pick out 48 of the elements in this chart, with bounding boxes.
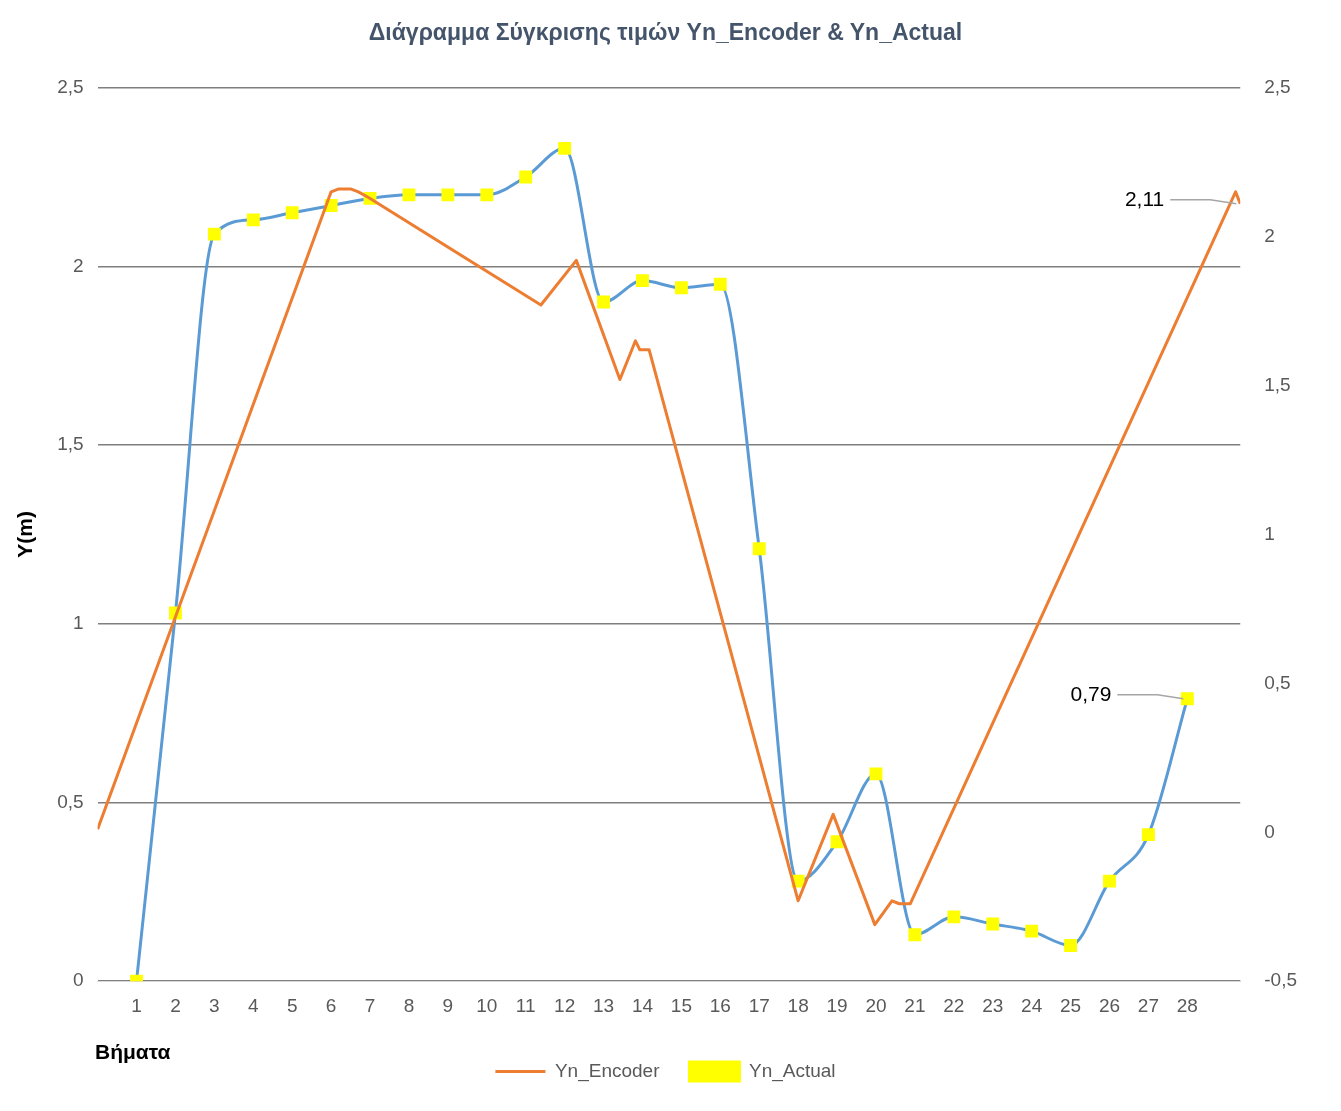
x-tick-label: 2	[170, 994, 181, 1016]
x-tick-label: 27	[1137, 994, 1159, 1016]
legend-label: Yn_Encoder	[554, 1059, 661, 1082]
x-tick-label: 18	[787, 994, 809, 1016]
x-tick-label: 12	[554, 994, 576, 1016]
y2-tick-label: 0,5	[1264, 671, 1291, 693]
x-tick-label: 8	[403, 994, 415, 1016]
x-tick-label: 22	[943, 994, 965, 1016]
y-tick-label: 2,5	[57, 75, 84, 97]
x-tick-label: 9	[442, 994, 454, 1016]
data-label: 2,11	[1124, 186, 1165, 210]
x-tick-label: 20	[865, 994, 887, 1016]
y2-tick-label: 1,5	[1264, 373, 1291, 395]
x-tick-label: 10	[476, 994, 498, 1016]
x-tick-label: 21	[904, 994, 926, 1016]
x-tick-label: 28	[1176, 994, 1198, 1016]
y2-tick-label: 2,5	[1264, 75, 1291, 97]
y2-tick-label: 1	[1264, 522, 1275, 544]
x-tick-label: 16	[709, 994, 731, 1016]
x-tick-label: 11	[515, 994, 536, 1016]
y2-tick-label: 2	[1264, 224, 1275, 246]
x-tick-label: 3	[209, 994, 220, 1016]
x-tick-label: 7	[364, 994, 376, 1016]
x-tick-label: 15	[670, 994, 692, 1016]
x-tick-label: 6	[325, 994, 337, 1016]
legend-label: Yn_Actual	[748, 1059, 836, 1082]
x-axis-title: Βήματα	[95, 1040, 171, 1064]
y-axis-title: Y(m)	[13, 511, 37, 558]
y-tick-label: 0	[73, 969, 84, 991]
y-tick-label: 2	[73, 254, 84, 276]
y-tick-label: 0,5	[57, 790, 84, 812]
x-tick-label: 24	[1021, 994, 1043, 1016]
y-tick-label: 1	[73, 611, 84, 633]
x-tick-label: 26	[1098, 994, 1121, 1016]
x-tick-label: 25	[1060, 994, 1082, 1016]
y-tick-label: 1,5	[57, 433, 84, 455]
x-tick-label: 4	[248, 994, 259, 1016]
x-tick-label: 23	[982, 994, 1004, 1016]
x-tick-label: 14	[631, 994, 654, 1016]
x-tick-label: 17	[748, 994, 770, 1016]
y2-tick-label: 0	[1264, 820, 1275, 842]
x-tick-label: 5	[286, 994, 298, 1016]
chart-title: Διάγραμμα Σύγκρισης τιμών Yn_Encoder & Yn_Actual	[368, 19, 963, 46]
x-tick-label: 13	[592, 994, 615, 1016]
x-tick-label: 1	[131, 994, 142, 1016]
y2-tick-label: -0,5	[1264, 969, 1298, 991]
x-tick-label: 19	[826, 994, 848, 1016]
data-label: 0,79	[1070, 681, 1112, 705]
